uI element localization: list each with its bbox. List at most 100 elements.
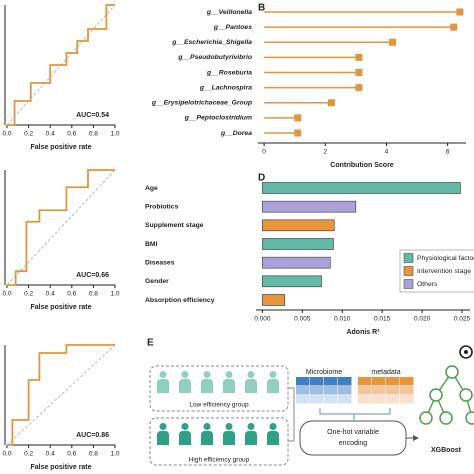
matrix-header: Microbiome	[306, 369, 342, 376]
category-label: Probiotics	[145, 203, 178, 210]
model-label: XGBoost	[431, 447, 462, 454]
matrix-cell	[400, 386, 414, 395]
matrix-cell	[296, 386, 310, 395]
x-tick-label: 0.020	[414, 316, 431, 323]
person-icon	[179, 379, 191, 393]
matrix-cell	[324, 377, 338, 386]
person-icon	[223, 431, 235, 445]
person-icon	[267, 431, 279, 445]
matrix-cell	[400, 377, 414, 386]
matrix-cell	[310, 386, 324, 395]
bar	[262, 275, 322, 288]
matrix-header: metadata	[371, 369, 400, 376]
x-axis-label: False positive rate	[30, 304, 91, 311]
lollipop-marker	[294, 129, 302, 137]
person-icon	[203, 423, 211, 430]
legend-label: Physiological factors	[417, 255, 474, 262]
legend-swatch	[403, 279, 414, 289]
matrix-cell	[386, 377, 400, 386]
bar	[262, 182, 461, 194]
lollipop-marker	[355, 84, 363, 92]
person-icon	[181, 423, 189, 430]
tree-node	[429, 388, 443, 402]
bar	[262, 294, 286, 306]
category-label: g__Escherichia_Shigella	[171, 39, 252, 46]
x-tick-label: 4	[385, 149, 389, 156]
person-icon	[267, 379, 279, 393]
x-tick-label: 0.6	[67, 291, 76, 298]
x-tick-label: 0.000	[254, 316, 271, 323]
x-axis-label: False positive rate	[30, 464, 91, 471]
x-tick-label: 1.0	[110, 291, 119, 298]
tree-node	[465, 411, 474, 425]
x-tick-label: 0.0	[2, 131, 11, 138]
lollipop-marker	[355, 53, 363, 61]
person-icon	[159, 371, 167, 378]
legend-swatch	[403, 253, 414, 263]
reference-line	[6, 169, 116, 286]
bar	[262, 238, 334, 250]
x-tick-label: 1.0	[110, 451, 119, 458]
group-label: High efficiency group	[189, 457, 250, 464]
person-icon	[157, 379, 169, 393]
person-icon	[247, 371, 255, 378]
matrix-cell	[324, 386, 338, 395]
matrix-cell	[358, 377, 372, 386]
panel-label: E	[147, 338, 154, 349]
legend-box	[399, 249, 474, 293]
x-tick-label: 0.6	[67, 451, 76, 458]
category-label: Age	[145, 185, 158, 192]
category-label: g__Lachnospira	[199, 84, 252, 91]
person-icon	[201, 431, 213, 445]
connector	[288, 387, 295, 442]
encoding-label: One-hot variable	[327, 429, 379, 436]
matrix-cell	[296, 377, 310, 386]
tree-node	[445, 365, 459, 379]
x-axis-label: Contribution Score	[330, 162, 393, 169]
x-tick-label: 0.4	[46, 131, 55, 138]
category-label: g__Veillonella	[206, 9, 252, 16]
encoding-box	[299, 420, 407, 456]
person-icon	[157, 431, 169, 445]
x-tick-label: 0.2	[24, 131, 33, 138]
x-tick-label: 6	[446, 149, 450, 156]
x-tick-label: 0.005	[294, 316, 311, 323]
tree-edge	[425, 371, 473, 419]
x-tick-label: 0.2	[24, 291, 33, 298]
category-label: g__Pantoes	[213, 24, 252, 31]
x-tick-label: 0.8	[89, 451, 98, 458]
category-label: g__Roseburia	[206, 69, 252, 76]
panel-label: B	[258, 3, 265, 14]
roc-curve	[7, 344, 115, 446]
roc-curve	[7, 169, 115, 286]
x-tick-label: 0	[262, 149, 266, 156]
person-icon	[159, 423, 167, 430]
lollipop-marker	[294, 114, 302, 122]
matrix-cell	[338, 395, 352, 404]
x-axis-label: Adonis R²	[346, 329, 380, 336]
group-label: Low efficiency group	[189, 402, 249, 409]
x-tick-label: 0.0	[2, 451, 11, 458]
x-tick-label: 0.0	[2, 291, 11, 298]
auc-annotation: AUC=0.66	[76, 272, 109, 279]
category-label: BMI	[145, 241, 158, 248]
matrix-cell	[296, 395, 310, 404]
auc-annotation: AUC=0.54	[76, 112, 109, 119]
matrix-cell	[386, 395, 400, 404]
lollipop-marker	[456, 8, 464, 16]
category-label: g__Erysipelotrichaceae_Group	[151, 100, 252, 107]
matrix-cell	[358, 386, 372, 395]
matrix-cell	[310, 395, 324, 404]
auc-annotation: AUC=0.86	[76, 432, 109, 439]
person-icon	[269, 371, 277, 378]
person-icon	[269, 423, 277, 430]
panel-label: D	[258, 173, 265, 184]
connector	[319, 408, 391, 420]
person-icon	[203, 371, 211, 378]
x-tick-label: 0.8	[89, 131, 98, 138]
lollipop-marker	[450, 23, 458, 31]
legend-swatch	[403, 266, 414, 276]
category-label: g__Pseudobutyrivibrio	[177, 54, 252, 61]
tree-node	[439, 411, 453, 425]
x-tick-label: 0.010	[334, 316, 351, 323]
